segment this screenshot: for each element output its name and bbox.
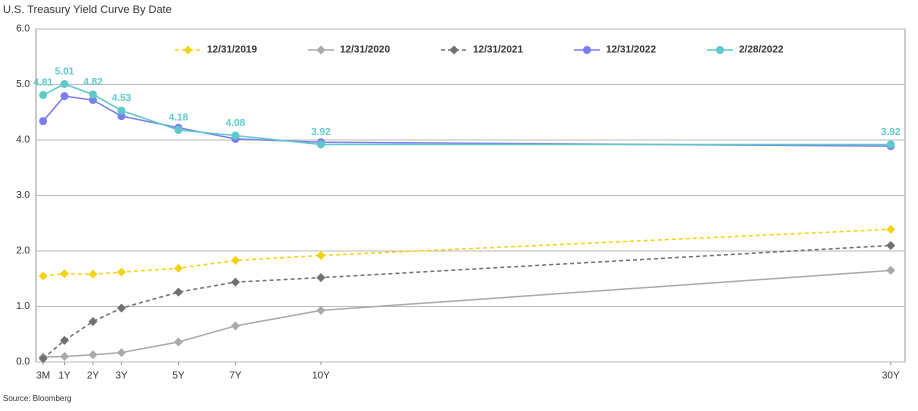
data-point: [116, 267, 126, 277]
x-tick-label: 3Y: [115, 371, 128, 382]
source-note: Source: Bloomberg: [3, 394, 71, 403]
data-label: 5.01: [55, 67, 75, 78]
data-point: [60, 79, 69, 88]
series-line: [43, 228, 891, 277]
legend-marker: [183, 45, 193, 55]
data-label: 4.18: [169, 113, 189, 124]
data-point: [117, 106, 126, 115]
data-label: 4.81: [33, 78, 53, 89]
series-line: [42, 83, 891, 146]
legend-marker: [449, 45, 459, 55]
data-point: [116, 348, 126, 358]
data-point: [230, 321, 240, 331]
data-point: [59, 335, 69, 345]
data-label: 4.82: [83, 77, 103, 88]
data-point: [174, 126, 183, 135]
y-tick-label: 6.0: [16, 24, 30, 35]
y-tick-label: 0.0: [16, 357, 30, 368]
data-point: [886, 224, 896, 234]
data-point: [59, 269, 69, 279]
data-point: [886, 265, 896, 275]
data-label: 4.08: [226, 118, 246, 129]
data-point: [230, 255, 240, 265]
y-tick-label: 3.0: [16, 190, 30, 201]
data-point: [88, 96, 97, 105]
legend-label: 2/28/2022: [739, 45, 784, 56]
data-point: [173, 263, 183, 273]
data-point: [316, 305, 326, 315]
data-point: [39, 117, 48, 126]
legend-label: 12/31/2019: [207, 45, 257, 56]
legend-marker: [583, 46, 591, 54]
data-point: [60, 92, 69, 101]
data-point: [886, 140, 895, 149]
legend-label: 12/31/2022: [606, 45, 656, 56]
series-line: [42, 244, 891, 360]
y-tick-label: 4.0: [16, 135, 30, 146]
legend-marker: [316, 45, 326, 55]
y-tick-label: 5.0: [16, 79, 30, 90]
legend-label: 12/31/2020: [340, 45, 390, 56]
data-point: [39, 91, 48, 100]
x-tick-label: 10Y: [312, 371, 330, 382]
data-point: [886, 240, 896, 250]
data-point: [316, 273, 326, 283]
series-line: [42, 95, 891, 147]
data-point: [230, 277, 240, 287]
x-tick-label: 5Y: [172, 371, 185, 382]
data-point: [88, 90, 97, 99]
data-point: [88, 269, 98, 279]
data-point: [316, 140, 325, 149]
data-point: [316, 250, 326, 260]
x-tick-label: 30Y: [882, 371, 900, 382]
data-point: [116, 303, 126, 313]
data-label: 3.92: [311, 127, 331, 138]
legend-marker: [716, 46, 724, 54]
data-point: [173, 287, 183, 297]
data-label: 4.53: [112, 93, 132, 104]
data-point: [59, 351, 69, 361]
data-point: [231, 131, 240, 140]
x-tick-label: 3M: [36, 371, 50, 382]
x-tick-label: 2Y: [87, 371, 100, 382]
y-tick-label: 1.0: [16, 301, 30, 312]
x-tick-label: 7Y: [229, 371, 242, 382]
data-point: [38, 354, 48, 364]
data-label: 3.92: [881, 127, 901, 138]
data-point: [173, 337, 183, 347]
x-tick-label: 1Y: [58, 371, 71, 382]
chart-title: U.S. Treasury Yield Curve By Date: [3, 4, 172, 16]
data-point: [117, 112, 126, 121]
data-point: [38, 271, 48, 281]
series-line: [43, 269, 891, 358]
legend-label: 12/31/2021: [473, 45, 523, 56]
data-point: [88, 350, 98, 360]
y-tick-label: 2.0: [16, 246, 30, 257]
data-point: [88, 316, 98, 326]
